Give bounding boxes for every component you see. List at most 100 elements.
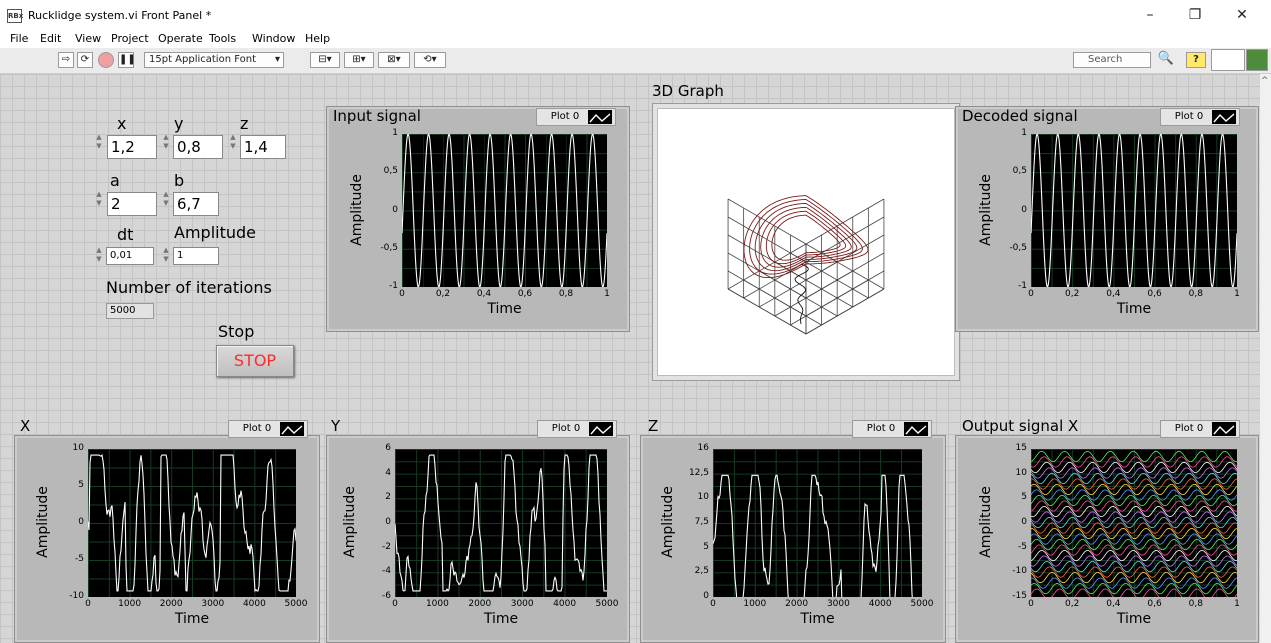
vertical-scrollbar[interactable]: ^ <box>1260 74 1271 643</box>
x-input[interactable]: 1,2 <box>107 135 157 159</box>
graph3d-grid-line <box>805 198 885 245</box>
graph-x-xtick: 2000 <box>159 599 183 609</box>
graph-outx-xtick: 0,8 <box>1188 599 1203 609</box>
y-input[interactable]: 0,8 <box>173 135 223 159</box>
graph3d-grid-line <box>743 279 822 326</box>
help-icon[interactable]: ? <box>1186 52 1206 68</box>
menu-help[interactable]: Help <box>305 32 331 45</box>
graph-z-legend[interactable]: Plot 0 <box>852 420 932 438</box>
amplitude-input[interactable]: 1 <box>173 247 219 265</box>
search-input[interactable]: Search <box>1073 52 1151 68</box>
plot-line-icon <box>589 422 613 436</box>
connector-pane-icon[interactable] <box>1211 49 1245 71</box>
graph-decoded-plot-area[interactable] <box>1030 132 1238 289</box>
graph-y-xtick: 2000 <box>468 599 492 609</box>
distribute-icon[interactable]: ⊞▾ <box>344 52 374 68</box>
vi-icon[interactable] <box>1246 49 1268 71</box>
menu-edit[interactable]: Edit <box>40 32 62 45</box>
graph3d-canvas[interactable] <box>657 108 955 376</box>
graph-y-plot-area[interactable] <box>394 449 607 597</box>
graph-outx-svg <box>1030 450 1238 600</box>
graph-outx-trace <box>1030 566 1238 578</box>
graph-outx-plot-area[interactable] <box>1030 449 1238 600</box>
graph-outx-trace <box>1031 577 1238 589</box>
menu-tools[interactable]: Tools <box>209 32 237 45</box>
graph-outx-trace <box>1030 456 1238 468</box>
menu-file[interactable]: File <box>10 32 29 45</box>
graph-decoded-ytick: 0,5 <box>1012 166 1027 177</box>
plot-line-icon <box>280 422 304 436</box>
graph-decoded-legend[interactable]: Plot 0 <box>1160 108 1240 126</box>
font-select[interactable]: 15pt Application Font ▾ <box>144 52 284 68</box>
a-spinner-icon[interactable]: ▲ ▼ <box>96 190 102 207</box>
dt-input[interactable]: 0,01 <box>106 247 154 265</box>
plot-line-icon <box>1212 110 1236 124</box>
menu-operate[interactable]: Operate <box>158 32 203 45</box>
scroll-up-icon[interactable]: ^ <box>1261 76 1269 86</box>
align-icon[interactable]: ⊟▾ <box>310 52 340 68</box>
graph-input-plot-area[interactable] <box>401 132 608 288</box>
graph-input-xtick: 0,8 <box>558 289 574 299</box>
graph-z-plot-area[interactable] <box>712 449 922 608</box>
restore-button[interactable]: ❐ <box>1188 7 1202 23</box>
graph-z-ytick: 0 <box>703 591 709 601</box>
graph-outx-trace <box>1030 549 1238 562</box>
z-spinner-icon[interactable]: ▲ ▼ <box>230 133 236 150</box>
graph-y-xtick: 3000 <box>510 599 534 609</box>
x-spinner-icon[interactable]: ▲ ▼ <box>96 133 102 150</box>
graph-y-xtick: 5000 <box>595 599 619 609</box>
graph-outx-trace <box>1031 478 1238 490</box>
graph-outx-trace <box>1030 588 1238 600</box>
graph-decoded-xtick: 1 <box>1234 289 1240 299</box>
graph-outx-trace <box>1030 511 1238 523</box>
graph-outx-trace <box>1030 472 1238 485</box>
graph-z-xlabel: Time <box>800 611 835 627</box>
graph-outx-ytick: -10 <box>1012 566 1027 577</box>
z-input[interactable]: 1,4 <box>240 135 286 159</box>
graph3d-grid-line <box>727 288 807 335</box>
resize-icon[interactable]: ⊠▾ <box>378 52 410 68</box>
graph-x-legend-label: Plot 0 <box>242 423 272 434</box>
graph3d-grid-line <box>759 270 838 317</box>
graph-input-ylabel: Amplitude <box>349 173 365 246</box>
graph-z-ytick: 5 <box>703 541 709 552</box>
graph-decoded-xtick: 0,8 <box>1188 289 1203 299</box>
run-arrow-icon[interactable]: ⇨ <box>58 52 74 68</box>
stop-button[interactable]: STOP <box>216 345 294 377</box>
menu-view[interactable]: View <box>75 32 102 45</box>
abort-icon[interactable] <box>98 52 114 68</box>
window-title: Rucklidge system.vi Front Panel * <box>28 9 212 22</box>
y-spinner-icon[interactable]: ▲ ▼ <box>163 133 169 150</box>
graph-decoded-title: Decoded signal <box>962 107 1078 125</box>
reorder-icon[interactable]: ⟲▾ <box>414 52 446 68</box>
menu-window[interactable]: Window <box>252 32 296 45</box>
graph-z-xtick: 4000 <box>868 599 892 609</box>
graph-x-ytick: -10 <box>69 591 84 601</box>
b-spinner-icon[interactable]: ▲ ▼ <box>163 190 169 207</box>
b-input[interactable]: 6,7 <box>173 192 219 216</box>
a-input[interactable]: 2 <box>107 192 157 216</box>
graph-z-ytick: 10 <box>697 492 709 503</box>
graph-input-xtick: 0,4 <box>476 289 492 299</box>
pause-icon[interactable]: ❚❚ <box>118 52 136 68</box>
graph-y-ytick: 0 <box>385 517 391 527</box>
dt-spinner-icon[interactable]: ▲ ▼ <box>96 246 102 263</box>
menu-project[interactable]: Project <box>111 32 149 45</box>
graph-outx-trace <box>1030 461 1238 474</box>
title-bar: RBx Rucklidge system.vi Front Panel * – … <box>0 0 1271 30</box>
graph-input-legend[interactable]: Plot 0 <box>536 108 616 126</box>
a-label: a <box>110 171 120 190</box>
run-continuous-icon[interactable]: ⟳ <box>77 52 93 68</box>
close-button[interactable]: ✕ <box>1236 7 1248 23</box>
graph-x-legend[interactable]: Plot 0 <box>228 420 308 438</box>
graph-y-legend[interactable]: Plot 0 <box>537 420 617 438</box>
graph-decoded-ytick: 1 <box>1021 128 1027 138</box>
graph-y-ytick: -4 <box>382 566 391 577</box>
graph-x-plot-area[interactable] <box>87 449 297 597</box>
graph-z-ytick: 2,5 <box>694 566 709 577</box>
minimize-button[interactable]: – <box>1146 7 1154 23</box>
amplitude-spinner-icon[interactable]: ▲ ▼ <box>163 246 169 263</box>
graph-outx-legend[interactable]: Plot 0 <box>1160 420 1240 438</box>
z-label: z <box>240 114 249 133</box>
search-icon[interactable]: 🔍 <box>1157 51 1175 66</box>
